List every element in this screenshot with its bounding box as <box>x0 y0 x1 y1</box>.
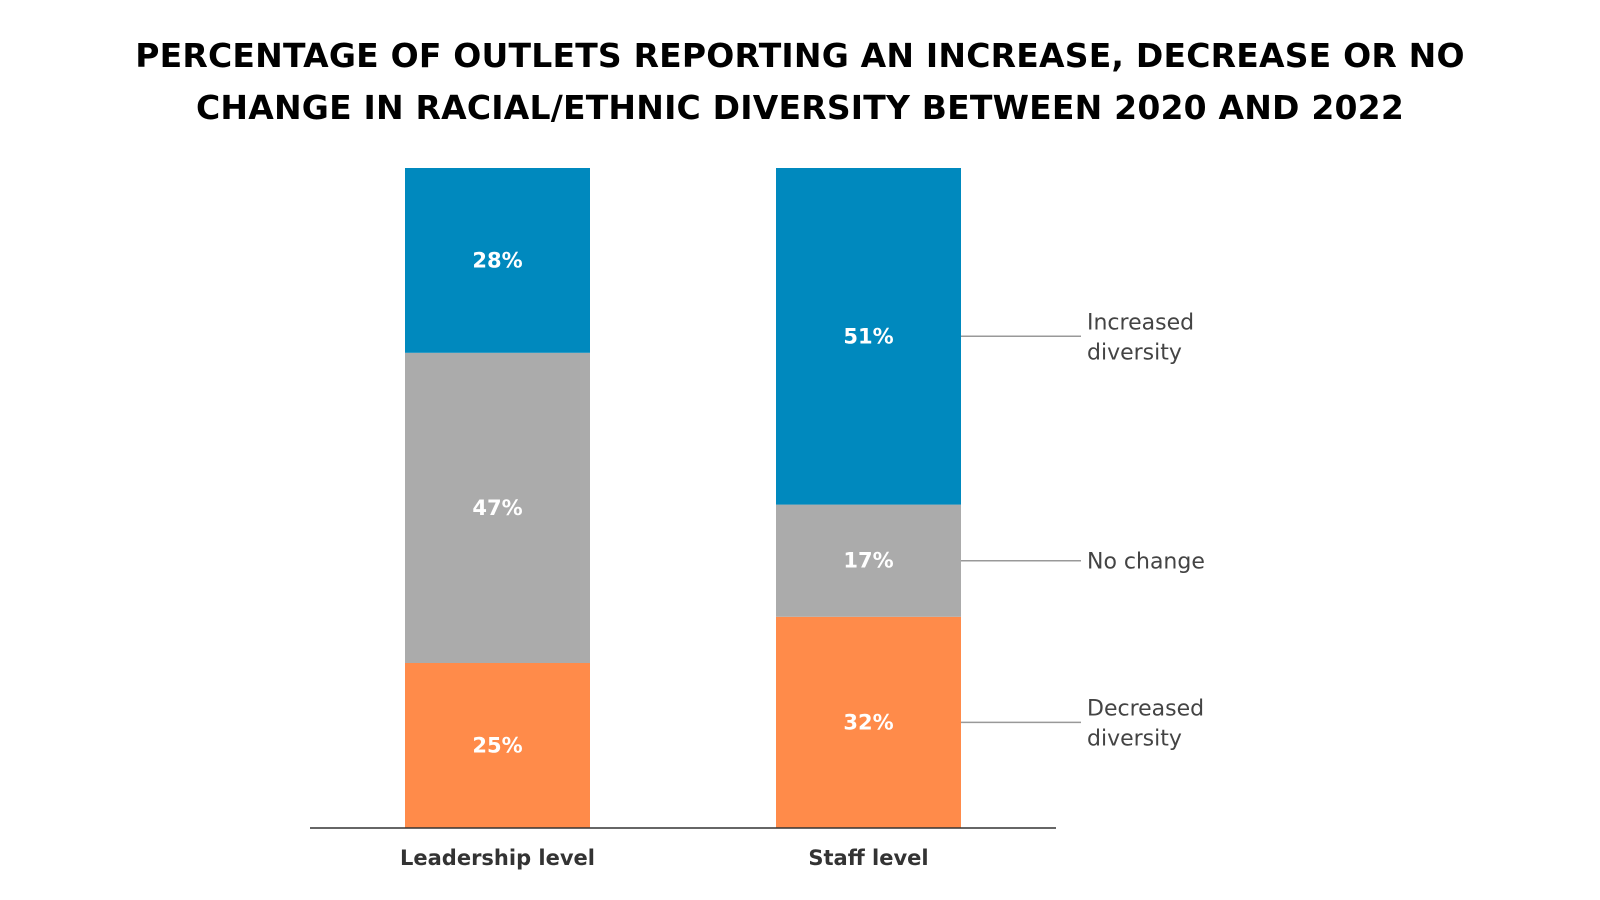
chart-title-line-2: CHANGE IN RACIAL/ETHNIC DIVERSITY BETWEE… <box>196 88 1404 127</box>
bar-segment-decreased-leadership <box>405 663 590 828</box>
bar-segment-increased-leadership <box>405 168 590 353</box>
chart-title-line-1: PERCENTAGE OF OUTLETS REPORTING AN INCRE… <box>135 36 1465 75</box>
data-label-increased-staff: 51% <box>843 324 893 348</box>
legend-label-nochange-line-1: No change <box>1087 550 1205 575</box>
data-label-decreased-leadership: 25% <box>472 734 522 758</box>
bars-layer <box>405 168 961 828</box>
category-label-staff: Staff level <box>808 846 928 870</box>
category-label-leadership: Leadership level <box>400 846 595 870</box>
data-label-increased-leadership: 28% <box>472 248 522 272</box>
bar-segment-decreased-staff <box>776 616 961 828</box>
legend-label-decreased-line-1: Decreased <box>1087 696 1204 721</box>
data-label-nochange-staff: 17% <box>843 549 893 573</box>
segment-labels-layer: 25% 47% 28% 32% 17% 51% <box>472 248 893 757</box>
data-label-decreased-staff: 32% <box>843 710 893 734</box>
bar-segment-increased-staff <box>776 168 961 505</box>
category-labels-layer: Leadership level Staff level <box>400 846 929 870</box>
bar-segment-nochange-leadership <box>405 352 590 663</box>
legend-layer: Decreased diversity No change Increased dive… <box>961 310 1205 751</box>
legend-label-increased-line-2: diversity <box>1087 340 1182 365</box>
bar-segment-nochange-staff <box>776 504 961 617</box>
data-label-nochange-leadership: 47% <box>472 496 522 520</box>
legend-label-increased-line-1: Increased <box>1087 310 1194 335</box>
legend-label-decreased-line-2: diversity <box>1087 726 1182 751</box>
chart-title: PERCENTAGE OF OUTLETS REPORTING AN INCRE… <box>0 30 1600 134</box>
